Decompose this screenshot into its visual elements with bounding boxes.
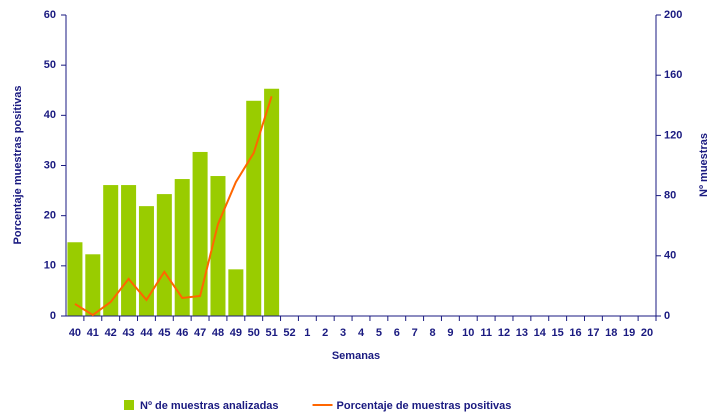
x-tick-label: 46 [176,327,188,339]
y2-tick-label: 160 [664,69,682,81]
x-tick-label: 11 [480,327,492,339]
bar [103,185,119,316]
x-tick-label: 6 [394,327,400,339]
y2-tick-label: 80 [664,190,676,202]
y2-tick-label: 0 [664,310,670,322]
x-tick-label: 44 [140,327,153,339]
bar [210,176,226,316]
x-tick-label: 51 [265,327,277,339]
y-tick-label: 0 [50,310,56,322]
x-tick-label: 16 [569,327,581,339]
x-axis-title: Semanas [332,350,380,362]
y-tick-label: 10 [44,260,56,272]
x-tick-label: 20 [641,327,653,339]
bar [138,206,154,316]
bar [156,194,172,316]
x-tick-label: 41 [87,327,99,339]
x-tick-label: 1 [304,327,310,339]
y-tick-label: 50 [44,59,56,71]
x-tick-label: 7 [412,327,418,339]
x-tick-label: 13 [516,327,528,339]
x-tick-label: 43 [122,327,134,339]
x-tick-label: 50 [248,327,260,339]
x-tick-label: 47 [194,327,206,339]
x-tick-label: 4 [358,327,365,339]
y2-tick-label: 40 [664,250,676,262]
bar [264,88,280,317]
y-tick-label: 40 [44,109,56,121]
x-tick-label: 10 [462,327,474,339]
bar [228,269,244,316]
bar [67,242,83,316]
x-tick-label: 15 [552,327,564,339]
x-tick-label: 52 [283,327,295,339]
x-tick-label: 14 [534,327,547,339]
legend-label: Porcentaje de muestras positivas [337,400,512,412]
x-tick-label: 48 [212,327,224,339]
x-tick-label: 2 [322,327,328,339]
x-tick-label: 40 [69,327,81,339]
x-tick-label: 18 [605,327,617,339]
y-tick-label: 60 [44,9,56,21]
x-tick-label: 42 [105,327,117,339]
y2-tick-label: 120 [664,129,682,141]
bar [121,185,137,316]
bar [192,151,208,316]
legend-label: Nº de muestras analizadas [140,400,279,412]
x-tick-label: 45 [158,327,170,339]
legend-swatch [124,400,134,410]
bar [174,179,190,316]
y-axis-title: Porcentaje muestras positivas [12,86,24,245]
bar [246,100,262,316]
y-tick-label: 20 [44,210,56,222]
x-tick-label: 9 [447,327,453,339]
line [74,95,273,317]
bar [85,254,101,316]
x-tick-label: 3 [340,327,346,339]
x-tick-label: 17 [587,327,599,339]
x-tick-label: 8 [429,327,435,339]
y2-axis-title: Nº muestras [698,133,710,197]
x-tick-label: 19 [623,327,635,339]
y2-tick-label: 200 [664,9,682,21]
y-tick-label: 30 [44,159,56,171]
x-tick-label: 12 [498,327,510,339]
x-tick-label: 49 [230,327,242,339]
x-tick-label: 5 [376,327,382,339]
